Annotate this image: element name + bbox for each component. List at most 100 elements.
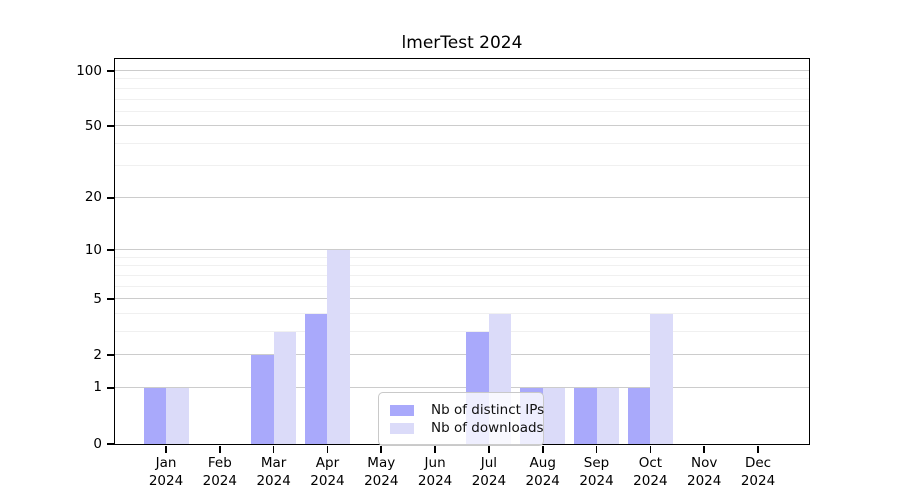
x-tick-label-year: 2024 <box>633 473 668 490</box>
y-tick-label: 0 <box>93 435 102 452</box>
x-tick-label-year: 2024 <box>202 473 237 490</box>
bar-downloads-sep-2024 <box>596 387 620 444</box>
chart-title: lmerTest 2024 <box>401 33 523 53</box>
x-tick-mark <box>434 445 436 453</box>
bar-distinct-ips-mar-2024 <box>251 355 274 444</box>
gridline-minor <box>115 165 809 167</box>
x-tick-label-month: Mar <box>260 454 287 471</box>
x-tick-mark <box>757 445 759 453</box>
x-tick-label: Dec 2024 <box>723 454 793 491</box>
x-tick-mark <box>380 445 383 453</box>
gridline-minor <box>115 110 809 112</box>
gridline-major <box>115 354 809 356</box>
plot-area: 0 1 2 5 10 20 50 100 Jan 2024 Feb 2024 Mar 2024 Apr 20… <box>76 58 810 489</box>
y-tick-label: 10 <box>84 241 102 258</box>
bar-downloads-apr-2024 <box>327 250 350 444</box>
x-tick-mark <box>488 445 490 453</box>
x-tick-label-month: Sep <box>583 454 610 471</box>
bar-downloads-aug-2024 <box>542 387 566 444</box>
y-tick-mark <box>106 197 114 199</box>
y-tick-label: 2 <box>93 346 102 363</box>
x-tick-label-year: 2024 <box>148 473 184 490</box>
x-tick-label: Jun 2024 <box>400 454 470 491</box>
legend: Nb of distinct IPs Nb of downloads <box>378 392 544 447</box>
gridline-minor <box>115 142 809 144</box>
x-tick-label: Jan 2024 <box>131 454 201 491</box>
x-tick-mark <box>219 445 221 453</box>
bar-downloads-jan-2024 <box>166 387 189 444</box>
gridline-minor <box>115 285 809 287</box>
gridline-major <box>115 249 809 251</box>
x-tick-label: Mar 2024 <box>239 454 309 491</box>
x-tick-label-year: 2024 <box>310 473 345 490</box>
y-tick-mark <box>106 70 114 72</box>
x-tick-label: Apr 2024 <box>292 454 362 491</box>
gridline-major <box>115 298 809 300</box>
x-tick-label-year: 2024 <box>471 473 507 490</box>
x-tick-mark <box>703 445 705 453</box>
x-tick-label-month: Aug <box>529 454 556 471</box>
x-tick-label-year: 2024 <box>256 473 291 490</box>
x-tick-label-month: Dec <box>744 454 772 471</box>
x-tick-label-month: Jun <box>424 454 446 471</box>
y-tick-mark <box>106 387 114 389</box>
x-tick-mark <box>649 445 652 453</box>
legend-swatch-distinct-ips-icon <box>390 404 414 416</box>
gridline-minor <box>115 78 809 80</box>
legend-swatch-downloads-icon <box>390 422 414 434</box>
bar-distinct-ips-jan-2024 <box>143 387 166 444</box>
gridline-major <box>115 125 809 127</box>
x-tick-label-year: 2024 <box>686 473 722 490</box>
x-tick-label-month: Feb <box>207 454 232 471</box>
x-tick-mark <box>165 445 167 453</box>
y-tick-label: 5 <box>93 290 102 307</box>
x-tick-label: Nov 2024 <box>669 454 739 491</box>
bar-distinct-ips-apr-2024 <box>304 313 328 444</box>
gridline-major <box>115 70 809 71</box>
gridline-minor <box>115 274 809 276</box>
gridline-minor <box>115 87 809 89</box>
x-tick-label-month: Apr <box>315 454 340 471</box>
x-tick-label-month: May <box>367 454 396 471</box>
legend-item-distinct-ips: Nb of distinct IPs <box>387 402 544 418</box>
x-tick-label-year: 2024 <box>364 473 399 490</box>
y-tick-label: 20 <box>84 189 102 206</box>
bar-distinct-ips-sep-2024 <box>574 387 597 444</box>
gridline-minor <box>115 98 809 100</box>
bar-downloads-oct-2024 <box>650 313 673 444</box>
x-tick-label-year: 2024 <box>417 473 453 490</box>
x-tick-mark <box>541 445 544 453</box>
legend-label-distinct-ips: Nb of distinct IPs <box>431 402 545 418</box>
x-tick-label-month: Jan <box>155 454 177 471</box>
x-tick-label-month: Nov <box>690 454 718 471</box>
gridline-minor <box>115 265 809 267</box>
y-tick-label: 1 <box>93 379 102 396</box>
x-tick-label-year: 2024 <box>525 473 560 490</box>
x-tick-mark <box>326 445 329 453</box>
gridline-minor <box>115 312 809 314</box>
y-tick-mark <box>106 249 114 251</box>
x-tick-mark <box>272 445 275 453</box>
x-tick-label-month: Oct <box>638 454 663 471</box>
y-tick-label: 50 <box>84 117 102 134</box>
x-tick-mark <box>595 445 598 453</box>
x-tick-label-month: Jul <box>480 454 498 471</box>
x-tick-label: May 2024 <box>346 454 416 491</box>
y-tick-label: 100 <box>76 62 102 79</box>
bar-distinct-ips-oct-2024 <box>627 387 651 444</box>
x-tick-label-year: 2024 <box>579 473 614 490</box>
legend-item-downloads: Nb of downloads <box>387 420 544 436</box>
x-tick-label: Jul 2024 <box>454 454 524 491</box>
gridline-major <box>115 196 809 198</box>
gridline-minor <box>115 330 809 332</box>
y-tick-mark <box>106 443 114 445</box>
bar-downloads-mar-2024 <box>273 331 297 444</box>
x-tick-label: Sep 2024 <box>562 454 632 491</box>
gridline-major <box>115 386 809 388</box>
x-tick-label: Aug 2024 <box>508 454 578 491</box>
gridline-minor <box>115 256 809 258</box>
y-tick-mark <box>106 298 114 300</box>
legend-label-downloads: Nb of downloads <box>431 420 544 437</box>
y-tick-mark <box>106 125 114 128</box>
